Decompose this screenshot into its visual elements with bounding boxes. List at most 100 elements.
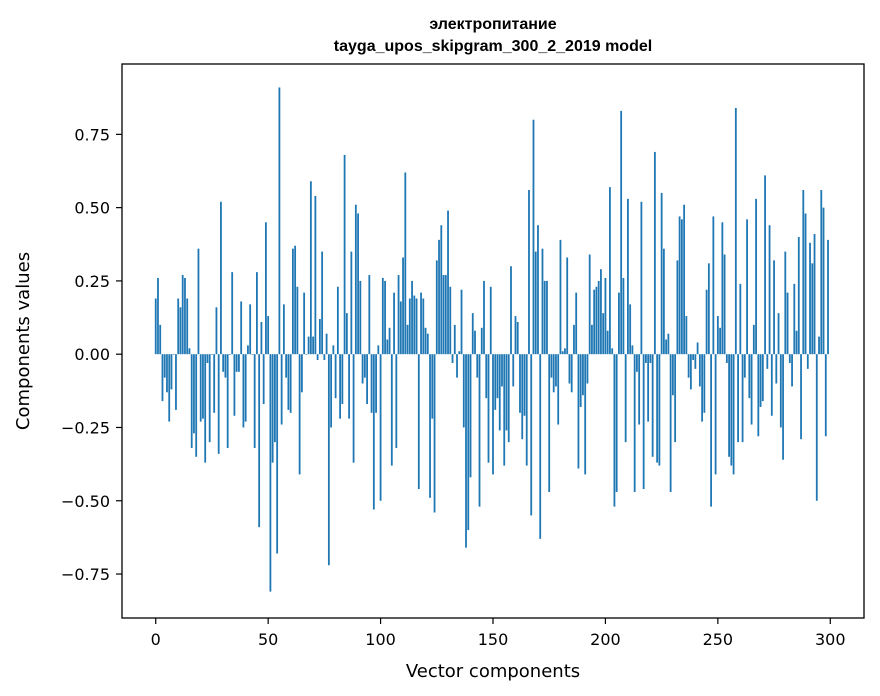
bar [797,236,800,355]
bar [615,354,618,492]
bar [431,354,434,419]
bar [714,354,717,475]
bar [530,354,533,516]
bar [350,251,353,355]
bar [305,354,308,355]
bar [163,354,166,378]
bar [525,354,528,466]
bar [154,298,157,355]
bars-group [154,87,829,592]
bar [303,292,306,355]
bar [456,354,458,378]
bar [208,354,211,443]
bar [660,192,663,355]
bar [629,304,632,355]
bar [689,354,692,390]
bar [476,354,479,378]
bar [582,354,584,396]
bar [444,275,447,355]
bar [723,254,726,355]
bar [645,354,647,363]
bar [451,354,454,363]
bar [492,354,494,475]
bar [550,354,553,378]
bar [665,339,668,355]
bar [611,348,614,355]
bar [683,204,686,355]
bar [402,257,404,355]
bar [505,354,508,431]
y-tick-label: 0.75 [74,125,110,144]
bar [388,327,391,355]
bar [217,354,220,454]
bar [732,354,735,475]
bar [503,354,506,466]
bar [775,354,778,384]
bar [420,292,422,355]
bar [336,286,339,355]
bar [573,324,575,355]
bar [716,316,719,355]
bar [696,342,699,355]
bar [638,354,641,425]
x-tick-label: 300 [815,630,846,649]
bar [766,354,769,369]
bar [633,354,636,492]
bar [433,354,436,513]
bar [280,354,283,425]
bar [730,354,733,466]
bar [618,292,620,355]
bar [705,289,708,355]
bar [224,354,227,378]
bar [647,354,650,422]
bar [561,351,564,355]
bar [750,354,753,425]
bar [734,107,737,355]
bar [579,354,582,407]
bar [649,354,652,363]
bar [199,354,202,422]
bar [262,354,265,405]
bar [552,354,555,393]
bar [361,354,364,384]
bar [345,313,348,355]
bar [662,248,665,355]
bar [370,354,373,413]
bar [692,354,695,361]
bar [793,283,796,355]
bar [415,298,418,355]
bar [249,304,252,355]
bar [779,354,782,428]
bar [193,354,195,434]
bar [247,345,249,355]
bar [357,213,359,355]
bar [570,354,573,393]
y-axis-label: Components values [13,252,34,430]
bar [186,298,189,355]
bar [413,295,416,355]
chart-title: электропитание [429,16,556,33]
bar [244,354,247,422]
bar [465,354,467,548]
bar [624,354,627,443]
bar [332,345,335,355]
bar [680,219,683,355]
bar [251,354,254,355]
bar [622,277,625,355]
bar [184,277,186,355]
bar [636,354,638,372]
bar [321,251,324,355]
bar [640,201,643,355]
bar [368,275,371,355]
bar [667,333,670,355]
bar [516,321,519,355]
bar [161,354,164,402]
x-tick-label: 100 [365,630,396,649]
bar [440,225,443,355]
bar [755,198,757,355]
y-tick-label: −0.75 [61,565,110,584]
bar [408,298,411,355]
bar [435,260,438,355]
bar [746,219,748,355]
bar [363,354,366,378]
